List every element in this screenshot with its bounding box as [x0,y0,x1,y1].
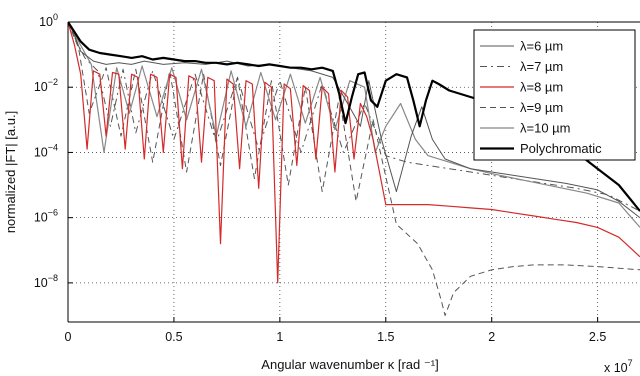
series-line-0 [68,22,640,219]
x-multiplier-base: x 10 [604,361,628,375]
series-lines [68,22,640,316]
x-tick-label: 1.5 [377,330,394,344]
x-tick-label: 0 [65,330,72,344]
series-line-5 [68,22,640,212]
legend-label-1: λ=7 µm [520,59,563,74]
legend-label-2: λ=8 µm [520,80,563,95]
x-multiplier-exponent: 7 [628,358,633,368]
y-tick-label: 10−2 [34,77,58,94]
y-tick-label: 100 [39,12,58,29]
y-tick-label: 10−4 [34,142,58,159]
legend-label-5: Polychromatic [520,141,602,156]
x-axis-label: Angular wavenumber κ [rad ⁻¹] [261,357,438,372]
x-tick-label: 2 [488,330,495,344]
series-line-1 [68,22,640,212]
legend-label-3: λ=9 µm [520,100,563,115]
y-tick-label: 10−8 [34,273,58,290]
tick-labels: 0 0.5 1 1.5 2 2.5 100 10−2 10−4 10−6 10−8 [34,12,607,344]
x-tick-label: 1 [276,330,283,344]
axes [67,21,640,323]
y-axis-label: normalized |FT| [a.u.] [3,111,18,233]
legend-label-4: λ=10 µm [520,121,570,136]
y-tick-label: 10−6 [34,208,58,225]
legend-box [473,29,636,161]
series-line-2 [68,22,640,284]
x-multiplier: x 107 [604,358,633,375]
legend: λ=6 µm λ=7 µm λ=8 µm λ=9 µm λ=10 µm Polychrom… [473,29,636,161]
series-line-3 [68,22,640,316]
legend-label-0: λ=6 µm [520,39,563,54]
x-tick-label: 2.5 [589,330,606,344]
x-tick-label: 0.5 [165,330,182,344]
